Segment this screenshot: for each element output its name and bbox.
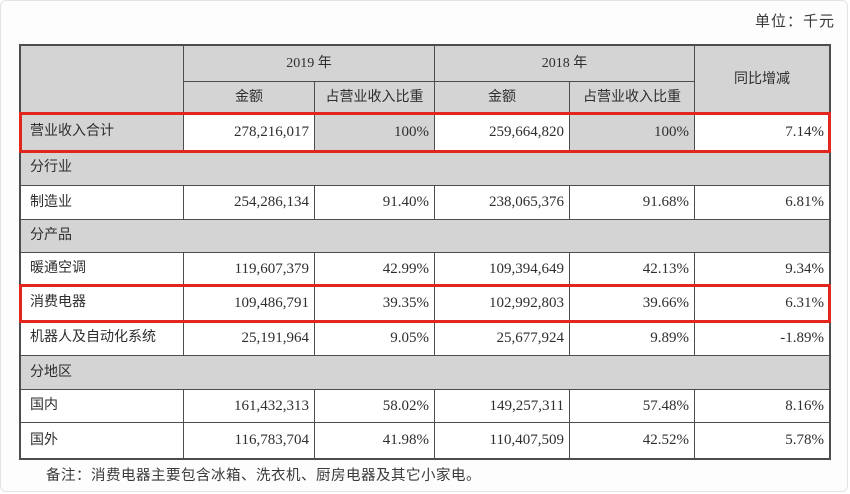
- share-2019: 41.98%: [315, 423, 435, 458]
- header-year-2019: 2019 年: [184, 46, 435, 82]
- corner-header-cell: [21, 46, 184, 114]
- amount-2019: 254,286,134: [184, 186, 315, 220]
- share-2018: 42.52%: [570, 423, 695, 458]
- amount-2019: 116,783,704: [184, 423, 315, 458]
- yoy-value: 8.16%: [695, 390, 829, 423]
- row-label: 制造业: [21, 186, 184, 220]
- share-2018: 100%: [570, 114, 695, 151]
- amount-2019: 25,191,964: [184, 321, 315, 356]
- row-label: 机器人及自动化系统: [21, 321, 184, 356]
- amount-2018: 149,257,311: [435, 390, 570, 423]
- yoy-value: 7.14%: [695, 114, 829, 151]
- yoy-value: 9.34%: [695, 253, 829, 286]
- section-row-industry: 分行业: [21, 151, 829, 186]
- header-year-2018: 2018 年: [435, 46, 695, 82]
- amount-2019: 119,607,379: [184, 253, 315, 286]
- share-2019: 39.35%: [315, 286, 435, 321]
- share-2019: 91.40%: [315, 186, 435, 220]
- share-2019: 9.05%: [315, 321, 435, 356]
- amount-2018: 259,664,820: [435, 114, 570, 151]
- amount-2018: 102,992,803: [435, 286, 570, 321]
- row-label: 国内: [21, 390, 184, 423]
- share-2018: 91.68%: [570, 186, 695, 220]
- share-2018: 9.89%: [570, 321, 695, 356]
- revenue-breakdown-table: 2019 年 2018 年 同比增减 金额 占营业收入比重 金额 占营业收入比重…: [19, 44, 831, 460]
- amount-2018: 238,065,376: [435, 186, 570, 220]
- yoy-value: 6.31%: [695, 286, 829, 321]
- section-row-product: 分产品: [21, 220, 829, 253]
- row-label: 消费电器: [21, 286, 184, 321]
- header-amount-2018: 金额: [435, 82, 570, 114]
- section-row-region: 分地区: [21, 356, 829, 390]
- header-yoy: 同比增减: [695, 46, 829, 114]
- amount-2019: 161,432,313: [184, 390, 315, 423]
- unit-label: 单位：千元: [754, 14, 835, 30]
- share-2018: 57.48%: [570, 390, 695, 423]
- amount-2018: 109,394,649: [435, 253, 570, 286]
- row-label: 暖通空调: [21, 253, 184, 286]
- amount-2019: 278,216,017: [184, 114, 315, 151]
- amount-2019: 109,486,791: [184, 286, 315, 321]
- share-2019: 42.99%: [315, 253, 435, 286]
- row-label: 营业收入合计: [21, 114, 184, 151]
- share-2018: 42.13%: [570, 253, 695, 286]
- amount-2018: 110,407,509: [435, 423, 570, 458]
- yoy-value: -1.89%: [695, 321, 829, 356]
- share-2019: 100%: [315, 114, 435, 151]
- yoy-value: 6.81%: [695, 186, 829, 220]
- share-2018: 39.66%: [570, 286, 695, 321]
- header-amount-2019: 金额: [184, 82, 315, 114]
- header-share-2019: 占营业收入比重: [315, 82, 435, 114]
- footnote: 备注：消费电器主要包含冰箱、洗衣机、厨房电器及其它小家电。: [46, 468, 481, 484]
- share-2019: 58.02%: [315, 390, 435, 423]
- header-share-2018: 占营业收入比重: [570, 82, 695, 114]
- amount-2018: 25,677,924: [435, 321, 570, 356]
- row-label: 国外: [21, 423, 184, 458]
- yoy-value: 5.78%: [695, 423, 829, 458]
